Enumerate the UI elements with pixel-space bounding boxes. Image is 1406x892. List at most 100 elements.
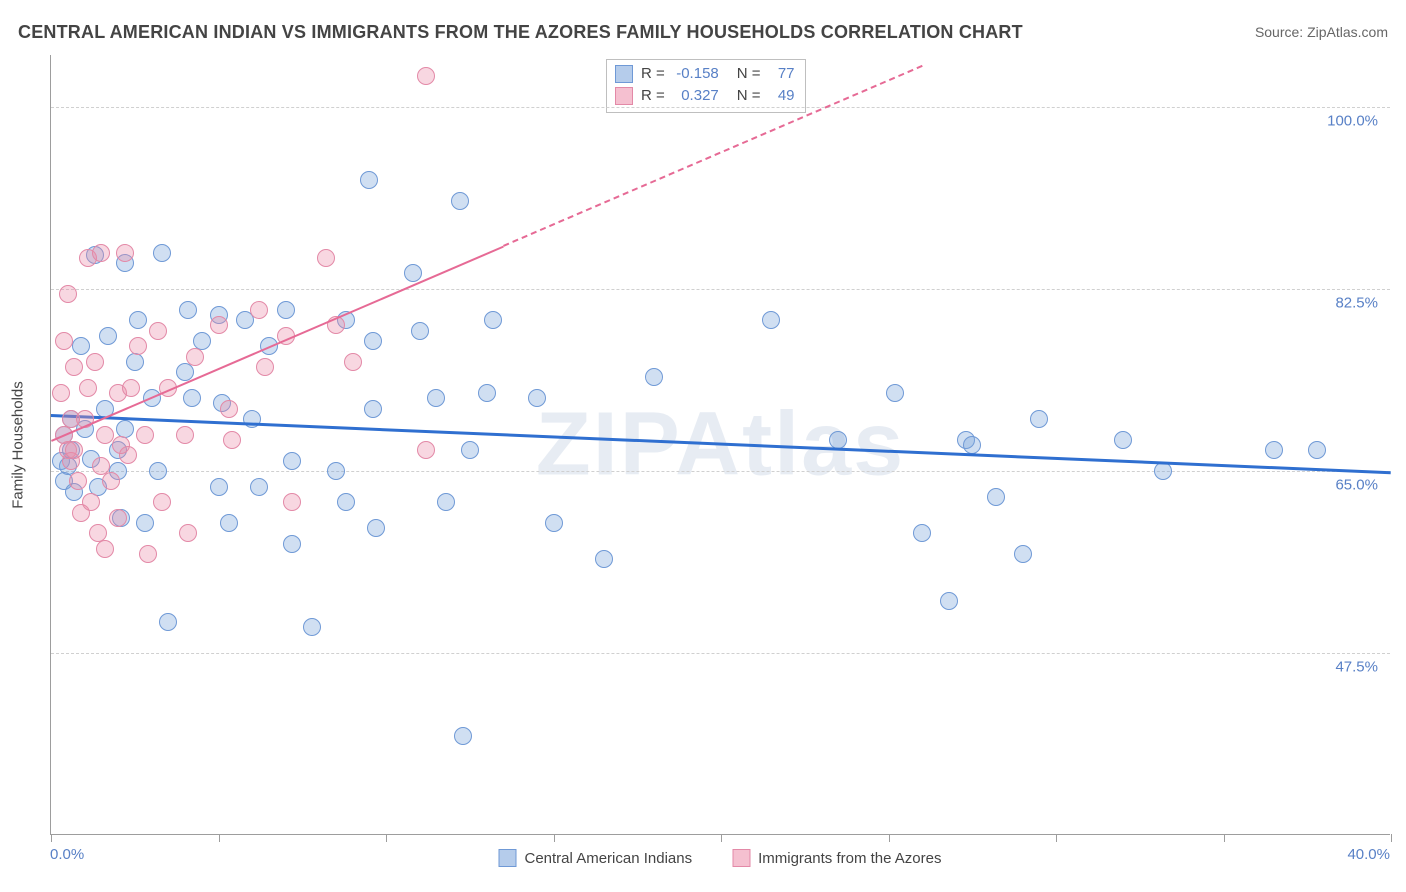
- data-point: [256, 358, 274, 376]
- x-tick: [1391, 834, 1392, 842]
- data-point: [220, 514, 238, 532]
- stats-r-value: -0.158: [673, 63, 719, 85]
- data-point: [437, 493, 455, 511]
- data-point: [461, 441, 479, 459]
- data-point: [987, 488, 1005, 506]
- stats-r-label: R =: [641, 85, 665, 107]
- data-point: [136, 514, 154, 532]
- data-point: [59, 285, 77, 303]
- y-tick-label: 82.5%: [1335, 295, 1378, 312]
- data-point: [223, 431, 241, 449]
- data-point: [65, 441, 83, 459]
- data-point: [112, 436, 130, 454]
- data-point: [367, 519, 385, 537]
- swatch-blue-icon: [615, 65, 633, 83]
- data-point: [360, 171, 378, 189]
- data-point: [277, 301, 295, 319]
- swatch-pink-icon: [732, 849, 750, 867]
- stats-n-value: 49: [769, 85, 795, 107]
- data-point: [595, 550, 613, 568]
- x-tick: [219, 834, 220, 842]
- data-point: [96, 540, 114, 558]
- data-point: [186, 348, 204, 366]
- data-point: [283, 452, 301, 470]
- data-point: [176, 426, 194, 444]
- y-axis-label: Family Households: [10, 381, 27, 509]
- data-point: [344, 353, 362, 371]
- data-point: [153, 493, 171, 511]
- data-point: [153, 244, 171, 262]
- y-tick-label: 47.5%: [1335, 659, 1378, 676]
- x-tick: [386, 834, 387, 842]
- data-point: [417, 67, 435, 85]
- data-point: [159, 613, 177, 631]
- data-point: [283, 493, 301, 511]
- data-point: [303, 618, 321, 636]
- data-point: [484, 311, 502, 329]
- data-point: [411, 322, 429, 340]
- data-point: [65, 358, 83, 376]
- stats-row: R = -0.158 N = 77: [615, 63, 795, 85]
- gridline: [51, 107, 1390, 108]
- gridline: [51, 471, 1390, 472]
- data-point: [129, 311, 147, 329]
- data-point: [116, 244, 134, 262]
- gridline: [51, 289, 1390, 290]
- legend: Central American Indians Immigrants from…: [499, 849, 942, 867]
- data-point: [210, 316, 228, 334]
- gridline: [51, 653, 1390, 654]
- stats-n-value: 77: [769, 63, 795, 85]
- data-point: [317, 249, 335, 267]
- data-point: [102, 472, 120, 490]
- data-point: [886, 384, 904, 402]
- data-point: [179, 524, 197, 542]
- data-point: [545, 514, 563, 532]
- data-point: [136, 426, 154, 444]
- data-point: [762, 311, 780, 329]
- source-label: Source: ZipAtlas.com: [1255, 24, 1388, 40]
- x-tick: [554, 834, 555, 842]
- data-point: [1030, 410, 1048, 428]
- data-point: [478, 384, 496, 402]
- data-point: [220, 400, 238, 418]
- x-tick: [721, 834, 722, 842]
- legend-label: Immigrants from the Azores: [758, 850, 941, 867]
- plot-wrap: Family Households ZIPAtlas R = -0.158 N …: [50, 55, 1390, 835]
- data-point: [109, 509, 127, 527]
- chart-title: CENTRAL AMERICAN INDIAN VS IMMIGRANTS FR…: [18, 22, 1023, 43]
- data-point: [913, 524, 931, 542]
- stats-r-value: 0.327: [673, 85, 719, 107]
- data-point: [99, 327, 117, 345]
- y-tick-label: 100.0%: [1327, 113, 1378, 130]
- plot-area: ZIPAtlas R = -0.158 N = 77 R = 0.327 N =…: [50, 55, 1390, 835]
- data-point: [283, 535, 301, 553]
- data-point: [337, 493, 355, 511]
- data-point: [52, 384, 70, 402]
- stats-n-label: N =: [737, 63, 761, 85]
- data-point: [129, 337, 147, 355]
- data-point: [940, 592, 958, 610]
- data-point: [122, 379, 140, 397]
- data-point: [210, 478, 228, 496]
- x-tick: [889, 834, 890, 842]
- data-point: [528, 389, 546, 407]
- x-tick: [1224, 834, 1225, 842]
- data-point: [139, 545, 157, 563]
- data-point: [96, 426, 114, 444]
- data-point: [149, 462, 167, 480]
- data-point: [364, 400, 382, 418]
- legend-item: Immigrants from the Azores: [732, 849, 941, 867]
- data-point: [1308, 441, 1326, 459]
- data-point: [183, 389, 201, 407]
- data-point: [126, 353, 144, 371]
- swatch-pink-icon: [615, 87, 633, 105]
- data-point: [327, 462, 345, 480]
- data-point: [92, 244, 110, 262]
- data-point: [69, 472, 87, 490]
- data-point: [250, 301, 268, 319]
- trend-line: [51, 245, 504, 441]
- data-point: [427, 389, 445, 407]
- data-point: [963, 436, 981, 454]
- data-point: [1014, 545, 1032, 563]
- data-point: [72, 337, 90, 355]
